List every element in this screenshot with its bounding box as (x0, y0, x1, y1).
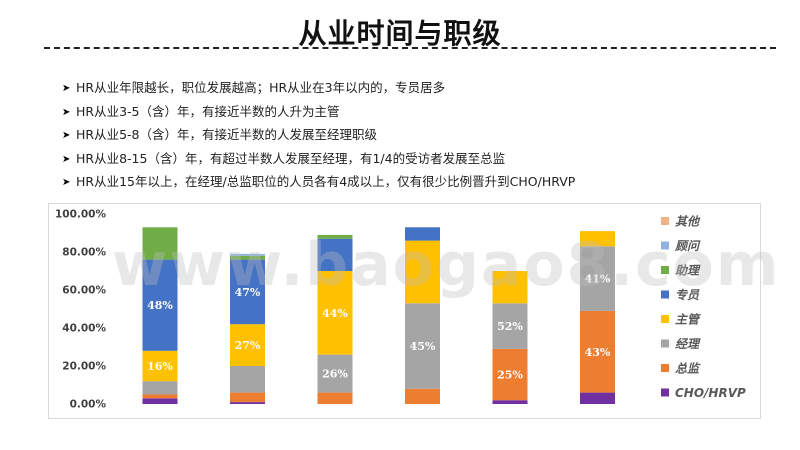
y-tick-label: 0.00% (70, 399, 107, 411)
data-label: 45% (410, 340, 436, 353)
bullet-text: HR从业15年以上，在经理/总监职位的人员各有4成以上，仅有很少比例晋升到CHO… (76, 174, 576, 189)
legend-swatch (661, 217, 669, 225)
title-divider (44, 47, 776, 49)
data-label: 41% (585, 273, 611, 286)
legend-label: 总监 (675, 362, 701, 376)
bullet-list: ➤ HR从业年限越长，职位发展越高；HR从业在3年以内的，专员居多 ➤ HR从业3-… (62, 78, 575, 196)
bullet-item: ➤ HR从业8-15（含）年，有超过半数人发展至经理，有1/4的受访者发展至总监 (62, 149, 575, 173)
arrow-bullet-icon: ➤ (62, 177, 71, 188)
legend-label: 主管 (675, 313, 701, 327)
bar-segment (317, 392, 353, 404)
bar-segment (230, 253, 265, 256)
legend-swatch (661, 315, 669, 323)
bar-segment (142, 398, 178, 404)
legend-swatch (661, 388, 669, 397)
bullet-text: HR从业年限越长，职位发展越高；HR从业在3年以内的，专员居多 (76, 80, 446, 95)
bar-segment (317, 234, 353, 239)
arrow-bullet-icon: ➤ (62, 153, 71, 165)
arrow-bullet-icon: ➤ (62, 130, 71, 141)
legend-swatch (661, 266, 669, 274)
bar-segment (230, 255, 265, 260)
chart-container: 0.00% 20.00% 40.00% 60.00% 80.00% 100.00% 16% 4… (48, 203, 761, 419)
bar-segment (580, 231, 615, 247)
bar-segment (492, 348, 528, 401)
bar-segment (317, 238, 353, 271)
data-label: 43% (585, 346, 611, 359)
bar-segment (142, 394, 178, 399)
legend-label: 其他 (675, 215, 701, 229)
bar-segment (405, 303, 440, 389)
data-label: 47% (235, 286, 261, 299)
bar-segment (317, 271, 353, 355)
legend-swatch (661, 339, 669, 348)
bar-segment (405, 240, 440, 304)
y-tick-label: 100.00% (55, 209, 107, 221)
legend-swatch (661, 290, 669, 299)
bar-segment (492, 400, 528, 404)
bar-segment (580, 392, 615, 404)
bar-segment (142, 381, 178, 395)
legend-label: CHO/HRVP (675, 386, 746, 400)
bar-segment (142, 350, 178, 382)
bar-segment (142, 227, 178, 260)
bullet-item: ➤ HR从业5-8（含）年，有接近半数的人发展至经理职级 (62, 125, 575, 149)
bar-segment (317, 354, 353, 393)
y-tick-label: 60.00% (62, 285, 106, 297)
arrow-bullet-icon: ➤ (62, 106, 71, 118)
y-tick-label: 20.00% (62, 361, 106, 373)
stacked-bar-chart: 0.00% 20.00% 40.00% 60.00% 80.00% 100.00% 16% 4… (55, 209, 746, 411)
data-label: 48% (147, 299, 173, 312)
bar-segment (492, 303, 528, 349)
bullet-item: ➤ HR从业3-5（含）年，有接近半数的人升为主管 (62, 102, 575, 126)
page-title: 从业时间与职级 (298, 17, 502, 50)
bar-segment (580, 246, 615, 311)
data-label: 44% (322, 307, 348, 320)
bar-segment (580, 310, 615, 393)
legend-label: 顾问 (674, 239, 701, 253)
bar-segment (405, 388, 440, 404)
data-label: 27% (235, 339, 261, 352)
legend-swatch (661, 364, 669, 372)
bar-segment (230, 259, 265, 325)
bullet-text: HR从业5-8（含）年，有接近半数的人发展至经理职级 (76, 127, 378, 142)
bar-segment (230, 366, 265, 393)
legend-swatch (661, 241, 669, 250)
y-tick-label: 80.00% (62, 247, 106, 259)
data-label: 26% (322, 368, 348, 381)
bullet-item: ➤ HR从业15年以上，在经理/总监职位的人员各有4成以上，仅有很少比例晋升到CH… (62, 172, 575, 196)
bar-segment (492, 271, 528, 304)
bullet-text: HR从业3-5（含）年，有接近半数的人升为主管 (76, 103, 340, 119)
legend-label: 经理 (675, 337, 701, 351)
data-label: 25% (497, 369, 523, 382)
bar-segment (230, 402, 265, 404)
bar-segment (142, 259, 178, 351)
bar-segment (230, 324, 265, 366)
legend-label: 助理 (675, 264, 701, 278)
bullet-text: HR从业8-15（含）年，有超过半数人发展至经理，有1/4的受访者发展至总监 (76, 150, 506, 166)
arrow-bullet-icon: ➤ (62, 83, 71, 94)
data-label: 16% (147, 360, 173, 373)
bar-segment (405, 227, 440, 241)
y-tick-label: 40.00% (62, 323, 106, 335)
bar-segment (230, 392, 265, 403)
legend-label: 专员 (675, 288, 700, 302)
bullet-item: ➤ HR从业年限越长，职位发展越高；HR从业在3年以内的，专员居多 (62, 78, 575, 102)
data-label: 52% (497, 320, 523, 333)
